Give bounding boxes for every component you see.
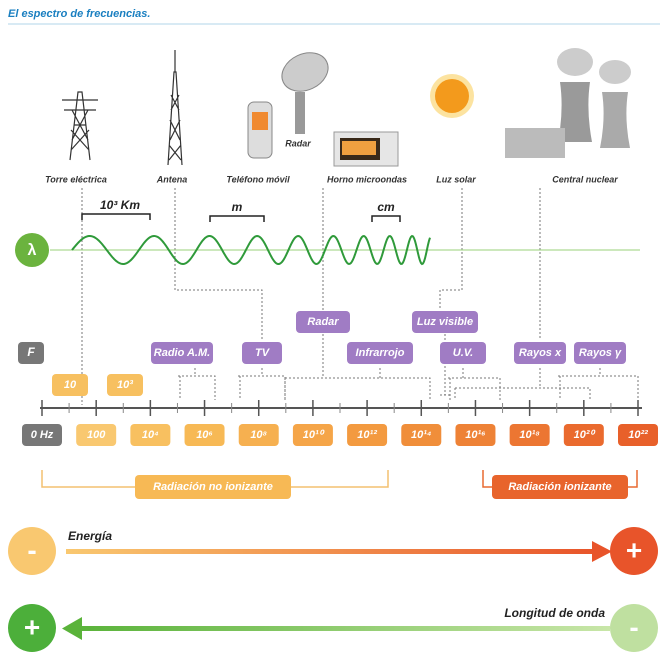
axis-label: 10⁸ bbox=[250, 429, 267, 441]
axis-label: 10²⁰ bbox=[574, 429, 597, 441]
energy-arrow-head bbox=[592, 541, 612, 562]
wave-brackets bbox=[82, 214, 400, 222]
energy-high-sign: + bbox=[626, 534, 642, 565]
band-label: TV bbox=[255, 347, 271, 359]
title: El espectro de frecuencias. bbox=[8, 8, 150, 20]
source-label: Central nuclear bbox=[552, 174, 618, 184]
page: El espectro de frecuencias. Torre eléctr… bbox=[0, 0, 665, 657]
band-label: U.V. bbox=[453, 347, 473, 359]
bands: Radar Luz visible Radio A.M. TV Infrarrojo U.… bbox=[151, 311, 626, 364]
microwave-icon bbox=[334, 132, 398, 166]
energy-label: Energía bbox=[68, 529, 112, 543]
axis-label: 10¹⁰ bbox=[303, 429, 326, 441]
band-label: Luz visible bbox=[417, 316, 473, 328]
band-label: Radar bbox=[307, 316, 339, 328]
low-label: 10³ bbox=[117, 379, 133, 391]
axis-label: 10¹⁸ bbox=[519, 429, 540, 441]
band-label: Radio A.M. bbox=[154, 347, 210, 359]
wavelength-label: Longitud de onda bbox=[504, 606, 605, 620]
axis-label: 10¹⁴ bbox=[411, 429, 432, 441]
axis-label: 100 bbox=[87, 429, 106, 441]
axis-labels: 10 10³ 0 Hz 100 10⁴ 10⁶ 10⁸ 10¹⁰ 10¹² 10¹⁴ 10¹⁶ 10¹… bbox=[22, 374, 658, 446]
axis-label: 0 Hz bbox=[31, 429, 54, 441]
low-label: 10 bbox=[64, 379, 77, 391]
wavelength-low-sign: - bbox=[629, 611, 638, 642]
source-label: Radar bbox=[285, 138, 311, 148]
band-label: Infrarrojo bbox=[356, 347, 405, 359]
antenna-icon bbox=[168, 50, 182, 165]
leaders bbox=[82, 188, 638, 405]
source-label: Horno microondas bbox=[327, 174, 407, 184]
source-label: Teléfono móvil bbox=[226, 174, 290, 184]
band-label: Rayos x bbox=[519, 347, 562, 359]
lambda-symbol: λ bbox=[28, 242, 37, 259]
sun-icon bbox=[430, 74, 474, 118]
wave-marker: 10³ Km bbox=[100, 198, 140, 212]
source-label: Luz solar bbox=[436, 174, 476, 184]
wave-marker: m bbox=[232, 200, 243, 214]
source-label: Antena bbox=[156, 174, 188, 184]
wavelength-arrow-head bbox=[62, 617, 82, 640]
energy-low-sign: - bbox=[27, 534, 36, 565]
phone-icon bbox=[248, 102, 272, 158]
axis-label: 10⁶ bbox=[196, 429, 213, 441]
source-label: Torre eléctrica bbox=[45, 174, 107, 184]
axis-label: 10²² bbox=[628, 429, 648, 441]
pylon-icon bbox=[62, 92, 98, 160]
ionizing-label: Radiación ionizante bbox=[508, 481, 611, 493]
wavelength-arrow bbox=[78, 626, 610, 631]
frequency-symbol: F bbox=[27, 345, 35, 359]
axis-label: 10¹⁶ bbox=[465, 429, 485, 441]
axis-label: 10⁴ bbox=[142, 429, 159, 441]
nuclear-plant-icon bbox=[505, 48, 631, 158]
wavelength-high-sign: + bbox=[24, 611, 40, 642]
non-ionizing-label: Radiación no ionizante bbox=[153, 481, 273, 493]
band-label: Rayos γ bbox=[579, 347, 622, 359]
axis-label: 10¹² bbox=[357, 429, 377, 441]
energy-arrow bbox=[66, 549, 596, 554]
wave-marker: cm bbox=[377, 200, 395, 214]
radar-icon bbox=[276, 46, 335, 134]
